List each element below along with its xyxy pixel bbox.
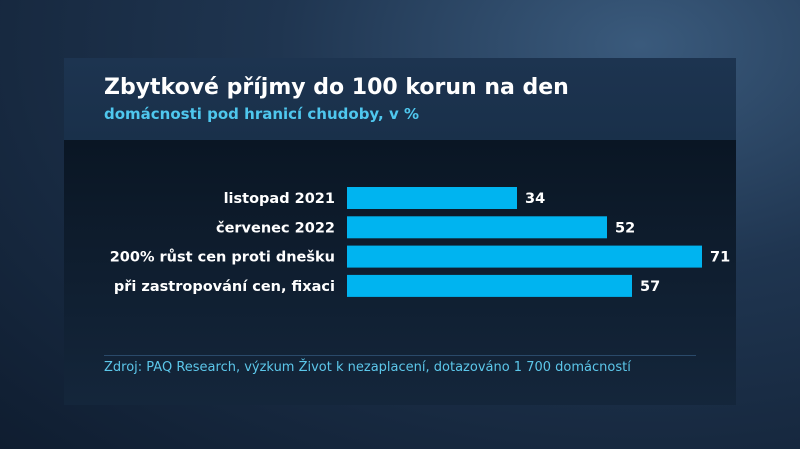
source-divider: [104, 355, 696, 356]
bar: [347, 274, 632, 297]
chart-panel: Zbytkové příjmy do 100 korun na den domá…: [64, 58, 736, 405]
bar: [347, 187, 517, 209]
category-label: listopad 2021: [224, 191, 335, 207]
value-label: 71: [710, 250, 730, 266]
source-note: Zdroj: PAQ Research, výzkum Život k neza…: [104, 360, 631, 375]
bar: [347, 245, 702, 268]
bar: [347, 216, 607, 239]
chart-header: Zbytkové příjmy do 100 korun na den domá…: [64, 58, 736, 140]
chart-title: Zbytkové příjmy do 100 korun na den: [104, 75, 569, 100]
value-label: 57: [640, 279, 660, 295]
chart-body: listopad 2021 34 červenec 2022 52 200% růst …: [64, 140, 736, 405]
category-label: při zastropování cen, fixaci: [114, 279, 335, 295]
value-label: 52: [615, 220, 635, 236]
category-label: 200% růst cen proti dnešku: [110, 249, 335, 266]
value-label: 34: [525, 191, 545, 207]
bar-chart: listopad 2021 34 červenec 2022 52 200% růst …: [110, 187, 730, 297]
chart-subtitle: domácnosti pod hranicí chudoby, v %: [104, 105, 419, 123]
category-label: červenec 2022: [216, 220, 335, 236]
